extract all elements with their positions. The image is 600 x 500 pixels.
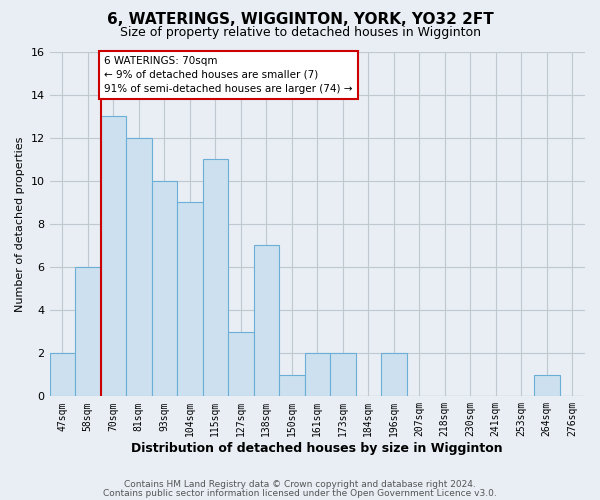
Text: 6, WATERINGS, WIGGINTON, YORK, YO32 2FT: 6, WATERINGS, WIGGINTON, YORK, YO32 2FT	[107, 12, 493, 28]
Text: Size of property relative to detached houses in Wigginton: Size of property relative to detached ho…	[119, 26, 481, 39]
Text: 6 WATERINGS: 70sqm
← 9% of detached houses are smaller (7)
91% of semi-detached : 6 WATERINGS: 70sqm ← 9% of detached hous…	[104, 56, 353, 94]
Bar	[101, 116, 126, 396]
Bar	[203, 160, 228, 396]
Bar	[75, 267, 101, 396]
Bar	[254, 246, 279, 396]
Text: Contains HM Land Registry data © Crown copyright and database right 2024.: Contains HM Land Registry data © Crown c…	[124, 480, 476, 489]
Bar	[50, 353, 75, 397]
Bar	[228, 332, 254, 396]
Bar	[381, 353, 407, 397]
Bar	[330, 353, 356, 397]
Text: Contains public sector information licensed under the Open Government Licence v3: Contains public sector information licen…	[103, 488, 497, 498]
X-axis label: Distribution of detached houses by size in Wigginton: Distribution of detached houses by size …	[131, 442, 503, 455]
Bar	[305, 353, 330, 397]
Bar	[534, 375, 560, 396]
Y-axis label: Number of detached properties: Number of detached properties	[15, 136, 25, 312]
Bar	[152, 181, 177, 396]
Bar	[177, 202, 203, 396]
Bar	[126, 138, 152, 396]
Bar	[279, 375, 305, 396]
